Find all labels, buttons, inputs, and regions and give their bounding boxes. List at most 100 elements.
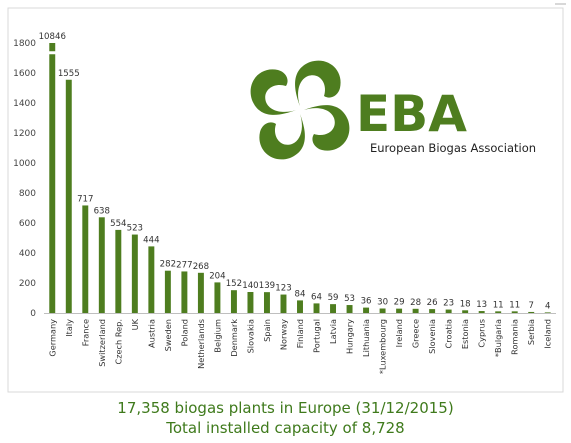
data-label: 13 <box>476 300 487 310</box>
swirl-lobe <box>304 105 350 151</box>
data-label: 123 <box>275 284 291 294</box>
x-tick-label: Slovakia <box>245 319 255 353</box>
bar <box>478 311 485 313</box>
x-tick-label: Belgium <box>212 319 222 353</box>
x-tick-label: Latvia <box>328 319 338 344</box>
y-tick-label: 400 <box>19 249 36 259</box>
data-label: 152 <box>226 279 242 289</box>
x-tick-label: Ireland <box>394 319 404 347</box>
data-label: 53 <box>344 294 355 304</box>
x-tick-label: Lithuania <box>361 319 371 357</box>
data-label: 28 <box>410 298 421 308</box>
x-tick-label: Germany <box>47 319 57 357</box>
data-label: 554 <box>110 219 126 229</box>
eba-logo: EBA European Biogas Association <box>250 60 536 160</box>
data-label: 36 <box>361 297 372 307</box>
axis-break-mark <box>48 51 57 55</box>
x-tick-label: *Luxembourg <box>378 319 388 374</box>
data-label: 11 <box>509 300 520 310</box>
bar <box>363 307 370 313</box>
caption-capacity: Total installed capacity of 8,728 <box>166 419 405 437</box>
data-label: 7 <box>528 301 533 311</box>
bar <box>495 311 502 313</box>
x-tick-label: Greece <box>411 319 421 348</box>
x-tick-label: Finland <box>295 319 305 348</box>
y-tick-label: 1800 <box>13 39 36 49</box>
data-label: 4 <box>545 301 550 311</box>
x-tick-label: Hungary <box>345 319 355 354</box>
x-tick-label: Portugal <box>312 319 322 353</box>
bar <box>280 294 287 313</box>
bar <box>214 282 221 313</box>
bar <box>330 304 337 313</box>
x-tick-label: UK <box>130 318 140 330</box>
x-tick-label: Denmark <box>229 319 239 357</box>
bar <box>396 308 403 313</box>
data-label: 523 <box>127 224 143 234</box>
bar <box>65 79 72 313</box>
y-tick-label: 1200 <box>13 129 36 139</box>
category-labels-group: Germany Italy France Switzerland Czech Rep. U… <box>47 318 552 374</box>
bar <box>511 311 518 313</box>
data-label: 26 <box>427 298 438 308</box>
x-tick-label: Spain <box>262 319 272 342</box>
x-tick-label: Netherlands <box>196 319 206 369</box>
caption-plants: 17,358 biogas plants in Europe (31/12/20… <box>117 399 454 417</box>
x-tick-label: Czech Rep. <box>113 319 123 365</box>
data-label: 1555 <box>58 69 80 79</box>
bar <box>445 309 452 313</box>
data-label: 717 <box>77 194 93 204</box>
data-label: 59 <box>328 293 339 303</box>
data-label: 140 <box>242 281 258 291</box>
data-label: 23 <box>443 299 454 309</box>
swirl-lobe <box>250 69 296 115</box>
y-tick-label: 1000 <box>13 159 36 169</box>
bar <box>230 290 237 313</box>
bar <box>181 271 188 313</box>
x-tick-label: Austria <box>146 319 156 348</box>
logo-name: European Biogas Association <box>370 141 536 155</box>
y-tick-label: 0 <box>30 309 36 319</box>
data-label: 638 <box>94 206 110 216</box>
x-tick-label: Romania <box>510 319 520 355</box>
x-tick-label: Poland <box>179 319 189 346</box>
bar <box>49 43 56 313</box>
x-tick-label: Sweden <box>163 319 173 351</box>
x-tick-label: Italy <box>64 319 74 337</box>
x-tick-label: Switzerland <box>97 319 107 367</box>
data-label: 277 <box>176 260 192 270</box>
bar <box>148 246 155 313</box>
swirl-lobe <box>259 114 305 160</box>
x-tick-label: Serbia <box>526 319 536 345</box>
data-label: 11 <box>493 300 504 310</box>
x-tick-label: France <box>80 319 90 346</box>
bar <box>528 311 535 313</box>
data-label: 84 <box>295 289 306 299</box>
data-label: 282 <box>160 260 176 270</box>
x-tick-label: *Bulgaria <box>493 319 503 357</box>
bar <box>462 310 469 313</box>
y-tick-label: 200 <box>19 279 36 289</box>
x-tick-label: Slovenia <box>427 319 437 354</box>
bar <box>297 300 303 313</box>
bar <box>82 205 89 313</box>
data-label: 268 <box>193 262 209 272</box>
data-label: 29 <box>394 298 405 308</box>
bar <box>115 229 122 313</box>
bar <box>412 308 419 313</box>
x-tick-label: Croatia <box>444 319 454 348</box>
data-label: 139 <box>259 281 275 291</box>
bar <box>247 292 254 313</box>
bar <box>429 309 436 313</box>
bar <box>197 272 204 313</box>
x-tick-label: Cyprus <box>477 319 487 348</box>
bar <box>131 234 138 313</box>
y-tick-label: 600 <box>19 219 36 229</box>
bar <box>346 305 353 313</box>
bar <box>313 303 320 313</box>
y-tick-label: 800 <box>19 189 36 199</box>
bar <box>544 312 551 313</box>
logo-acronym: EBA <box>356 85 467 143</box>
